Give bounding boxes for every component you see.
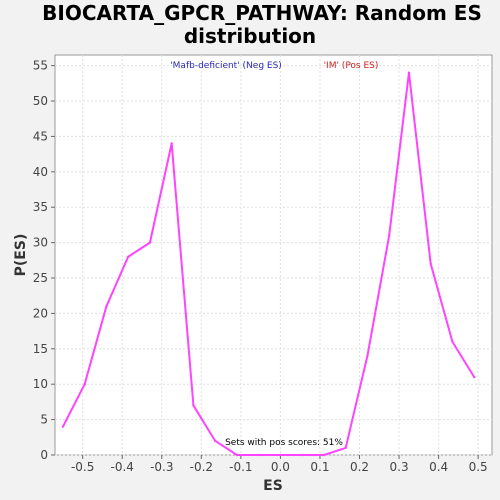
y-tick-label: 55 — [33, 59, 48, 73]
y-tick-label: 35 — [33, 200, 48, 214]
legend-pos-es: 'IM' (Pos ES) — [324, 61, 379, 71]
y-tick-label: 30 — [33, 236, 48, 250]
data-point — [61, 425, 65, 428]
x-tick-label: 0.4 — [429, 460, 448, 474]
data-point — [473, 375, 476, 379]
y-tick-label: 25 — [33, 271, 48, 285]
y-tick-label: 10 — [33, 377, 48, 391]
y-tick-label: 45 — [33, 129, 48, 143]
data-point — [105, 305, 108, 308]
data-point — [300, 453, 304, 457]
x-tick-label: -0.3 — [150, 460, 173, 474]
x-tick-label: -0.2 — [190, 460, 213, 474]
data-point — [344, 446, 347, 450]
data-point — [83, 383, 86, 386]
y-tick-label: 0 — [40, 448, 48, 462]
data-point — [279, 453, 282, 457]
data-point — [429, 262, 432, 266]
data-point — [451, 340, 454, 343]
chart-title-line1: BIOCARTA_GPCR_PATHWAY: Random ES — [42, 1, 482, 25]
x-tick-label: -0.4 — [111, 460, 134, 474]
y-tick-label: 40 — [33, 165, 48, 179]
x-tick-label: -0.5 — [71, 460, 94, 474]
y-tick-label: 50 — [33, 94, 48, 108]
series-group — [61, 71, 476, 457]
data-point — [235, 453, 239, 457]
x-tick-label: 0.3 — [390, 460, 409, 474]
x-axis-ticks: -0.5 -0.4 -0.3 -0.2 -0.1 0.0 0.1 0.2 0.3 0.4 0.5 — [71, 455, 488, 474]
data-point — [322, 453, 326, 457]
legend-neg-es: 'Mafb-deficient' (Neg ES) — [170, 61, 282, 71]
y-tick-label: 20 — [33, 306, 48, 320]
y-axis-label: P(ES) — [13, 234, 29, 277]
data-point — [192, 404, 195, 407]
y-tick-label: 15 — [33, 342, 48, 356]
chart-title-line2: distribution — [184, 24, 316, 48]
data-point — [148, 241, 152, 244]
y-axis-ticks: 0 5 10 15 20 25 30 35 40 45 50 55 — [33, 59, 55, 462]
es-distribution-line — [62, 71, 476, 456]
plot-area — [54, 54, 493, 456]
x-tick-label: -0.1 — [229, 460, 252, 474]
data-point — [126, 255, 130, 258]
data-point — [387, 234, 391, 237]
data-point — [366, 354, 369, 358]
x-tick-label: 0.2 — [350, 460, 369, 474]
data-point — [257, 453, 260, 457]
x-tick-label: 0.1 — [310, 460, 329, 474]
x-tick-label: 0.0 — [271, 460, 290, 474]
x-tick-label: 0.5 — [469, 460, 488, 474]
pos-scores-annotation: Sets with pos scores: 51% — [225, 438, 343, 448]
data-point — [407, 71, 411, 74]
y-tick-label: 5 — [40, 413, 48, 427]
x-axis-label: ES — [263, 478, 283, 494]
data-point — [170, 142, 173, 145]
data-point — [213, 439, 217, 443]
